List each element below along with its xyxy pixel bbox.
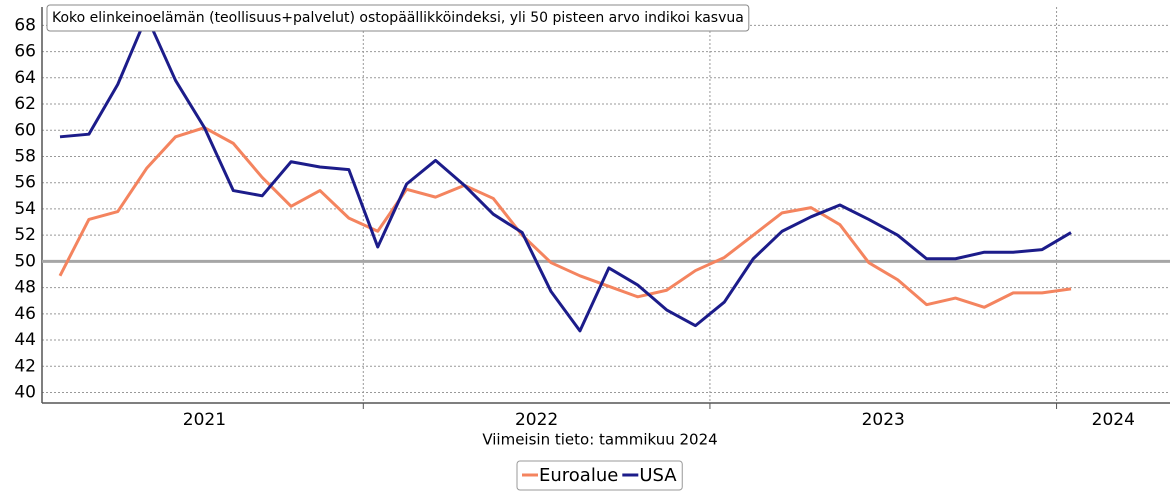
legend: Euroalue USA <box>516 460 683 491</box>
y-tick-label: 56 <box>14 173 36 193</box>
x-tick-label: 2021 <box>183 410 226 430</box>
legend-frame <box>516 460 683 491</box>
x-tick-label: 2022 <box>515 410 558 430</box>
y-tick-label: 66 <box>14 42 36 62</box>
y-tick-label: 42 <box>14 356 36 376</box>
line-series <box>58 126 1072 309</box>
y-tick-label: 64 <box>14 68 36 88</box>
y-tick-label: 48 <box>14 278 36 298</box>
y-tick-label: 50 <box>14 251 36 271</box>
x-tick-label: 2024 <box>1092 410 1135 430</box>
title-box: Koko elinkeinoelämän (teollisuus+palvelu… <box>46 4 750 32</box>
y-tick-label: 62 <box>14 94 36 114</box>
chart-subtitle: Viimeisin tieto: tammikuu 2024 <box>482 431 717 449</box>
legend-label: Euroalue <box>539 465 618 486</box>
y-tick-label: 52 <box>14 225 36 245</box>
y-tick-label: 68 <box>14 15 36 35</box>
y-tick-label: 54 <box>14 199 36 219</box>
x-tick-label: 2023 <box>862 410 905 430</box>
chart-title: Koko elinkeinoelämän (teollisuus+palvelu… <box>52 10 744 26</box>
y-tick-label: 46 <box>14 304 36 324</box>
y-tick-label: 58 <box>14 146 36 166</box>
y-tick-label: 40 <box>14 383 36 403</box>
y-tick-label: 44 <box>14 330 36 350</box>
y-tick-label: 60 <box>14 120 36 140</box>
title-frame <box>46 4 750 32</box>
line-series <box>59 14 1072 333</box>
legend-label: USA <box>639 465 677 486</box>
